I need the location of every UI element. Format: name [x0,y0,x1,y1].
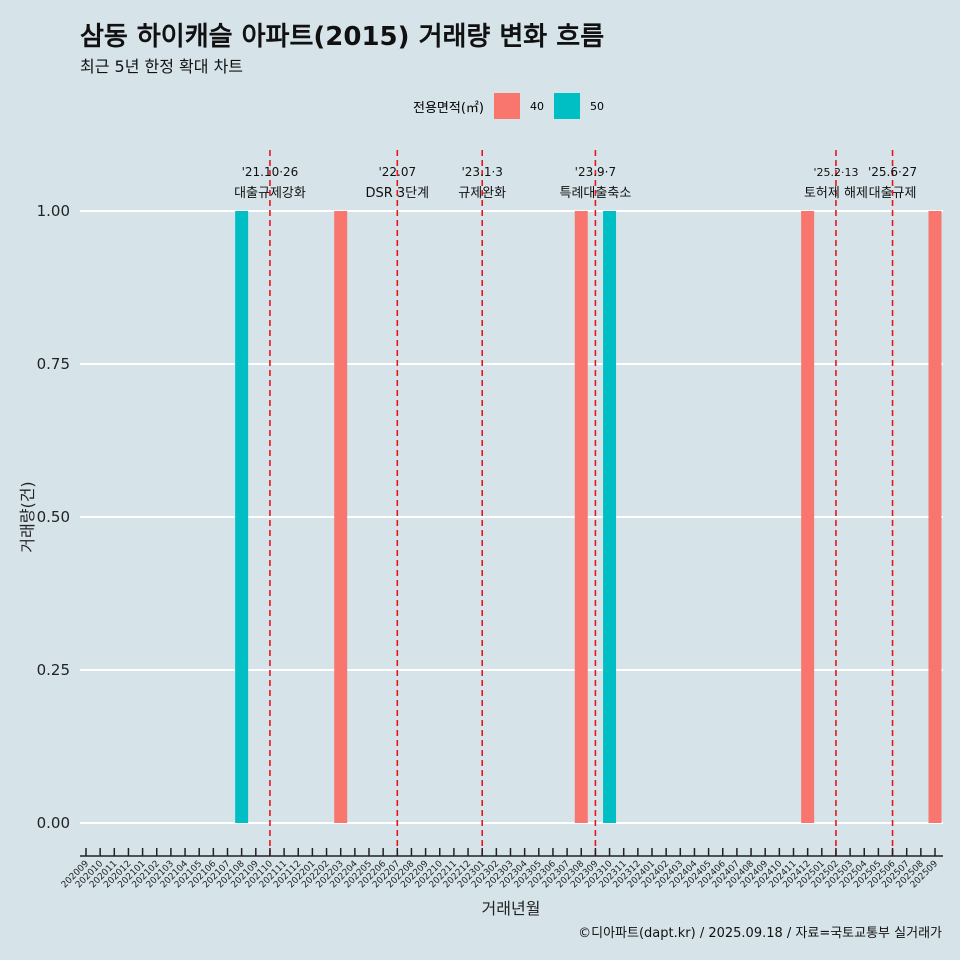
y-tick-label: 0.75 [37,355,70,373]
y-tick-label: 1.00 [37,202,70,220]
bar-202412 [801,211,815,823]
chart-subtitle: 최근 5년 한정 확대 차트 [80,57,244,76]
event-label: DSR 3단계 [365,186,429,201]
y-tick-label: 0.25 [37,661,70,679]
bar-202203 [334,211,348,823]
bar-202310 [603,211,617,823]
event-label: 대출규제강화 [234,186,306,201]
y-axis-title: 거래량(건) [18,481,37,552]
bar-202308 [574,211,588,823]
event-label: 대출규제 [869,186,917,201]
event-date: '22.07 [378,165,416,179]
legend-swatch-50 [553,93,580,119]
event-date: '21.10·26 [242,165,299,179]
legend: 전용면적(㎡) 40 50 [413,93,604,119]
legend-label-50: 50 [589,99,604,113]
legend-title: 전용면적(㎡) [413,100,484,116]
event-label: 특례대출축소 [560,186,632,201]
bar-202108 [235,211,249,823]
y-tick-label: 0.50 [37,508,70,526]
x-axis-title: 거래년월 [482,899,541,918]
legend-label-40: 40 [529,99,544,113]
event-date: '23.9·7 [575,165,616,179]
event-label: 규제완화 [458,186,506,201]
event-date: '25.2·13 [813,166,858,179]
event-date: '25.6·27 [868,165,917,179]
chart-title: 삼동 하이캐슬 아파트(2015) 거래량 변화 흐름 [80,22,605,52]
bar-202509 [928,211,942,823]
event-label: 토허제 해제 [804,186,868,201]
y-tick-label: 0.00 [37,814,70,832]
caption: ©디아파트(dapt.kr) / 2025.09.18 / 자료=국토교통부 실… [578,926,942,941]
event-date: '23.1·3 [461,165,502,179]
legend-swatch-40 [493,93,520,119]
